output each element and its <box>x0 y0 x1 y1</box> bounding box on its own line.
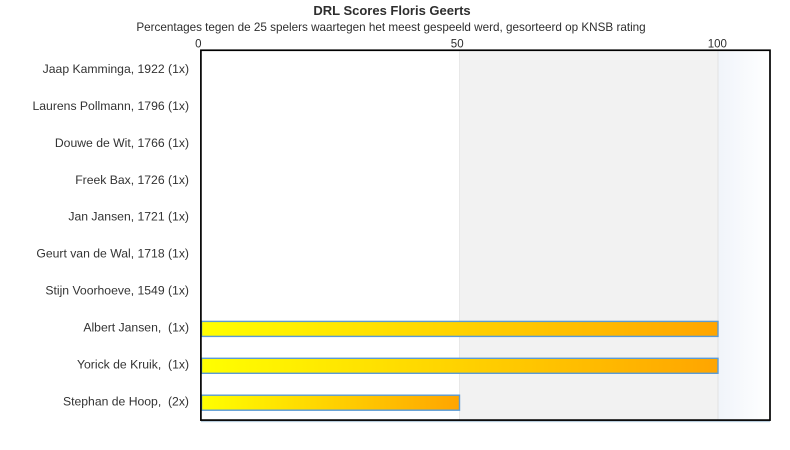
svg-text:Douwe de Wit, 1766 (1x): Douwe de Wit, 1766 (1x) <box>55 136 189 150</box>
svg-text:Geurt van de Wal, 1718 (1x): Geurt van de Wal, 1718 (1x) <box>36 247 189 261</box>
svg-text:Stijn Voorhoeve, 1549 (1x): Stijn Voorhoeve, 1549 (1x) <box>45 283 189 297</box>
svg-text:0: 0 <box>195 39 201 51</box>
svg-text:Yorick de Kruik, (1x): Yorick de Kruik, (1x) <box>77 357 189 371</box>
svg-text:DRL Scores Floris Geerts: DRL Scores Floris Geerts <box>313 3 470 18</box>
svg-text:Freek Bax, 1726 (1x): Freek Bax, 1726 (1x) <box>75 173 189 187</box>
svg-text:Stephan de Hoop, (2x): Stephan de Hoop, (2x) <box>63 394 189 408</box>
svg-text:Laurens Pollmann, 1796 (1x): Laurens Pollmann, 1796 (1x) <box>33 99 190 113</box>
svg-text:100: 100 <box>708 39 727 51</box>
svg-text:50: 50 <box>451 39 464 51</box>
svg-text:Percentages tegen de 25 speler: Percentages tegen de 25 spelers waartege… <box>136 21 645 34</box>
svg-text:Jaap Kamminga, 1922 (1x): Jaap Kamminga, 1922 (1x) <box>43 62 189 76</box>
svg-text:Albert Jansen, (1x): Albert Jansen, (1x) <box>83 320 189 334</box>
svg-text:Jan Jansen, 1721 (1x): Jan Jansen, 1721 (1x) <box>68 210 189 224</box>
